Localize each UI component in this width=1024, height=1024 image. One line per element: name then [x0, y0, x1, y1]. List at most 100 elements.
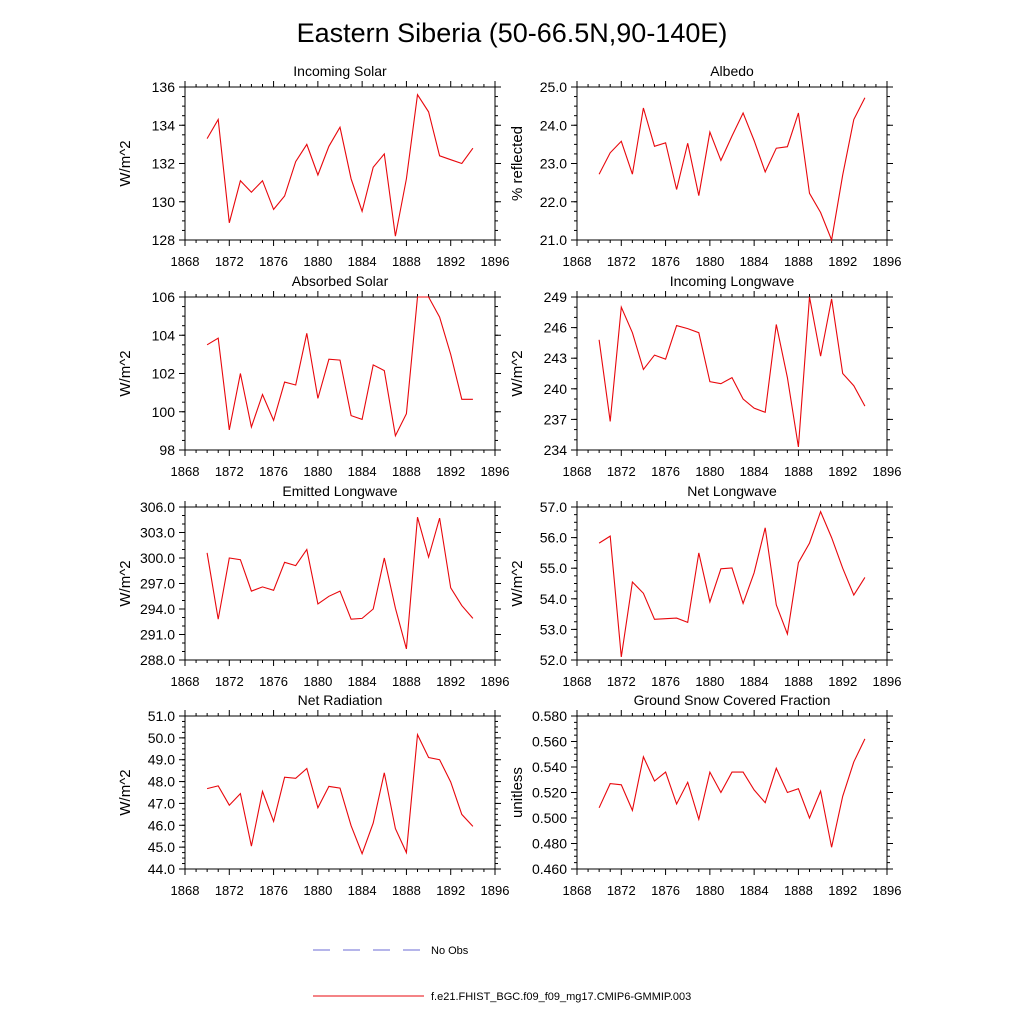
x-tick-label: 1880	[695, 254, 724, 269]
plot-frame	[184, 296, 496, 451]
y-axis-label: W/m^2	[117, 350, 134, 396]
x-tick-label: 1872	[215, 674, 244, 689]
y-axis-label: unitless	[509, 767, 526, 818]
y-tick-label: 51.0	[148, 708, 175, 724]
x-tick-label: 1880	[303, 254, 332, 269]
x-tick-label: 1876	[651, 254, 680, 269]
y-tick-label: 52.0	[540, 652, 567, 668]
x-tick-label: 1880	[303, 883, 332, 898]
x-tick-label: 1892	[436, 254, 465, 269]
x-tick-label: 1888	[392, 674, 421, 689]
x-tick-label: 1888	[392, 254, 421, 269]
panel-title: Absorbed Solar	[292, 273, 389, 289]
x-tick-label: 1888	[392, 883, 421, 898]
y-tick-label: 24.0	[540, 117, 567, 133]
panel-title: Incoming Longwave	[670, 273, 795, 289]
x-tick-label: 1896	[873, 464, 902, 479]
panel-net-radiation: 1868 1872 1876 1880 1884 1888 1892 1896 44.0 45.0…	[117, 692, 509, 898]
x-tick-label: 1896	[481, 254, 510, 269]
y-axis-label: W/m^2	[117, 140, 134, 186]
y-tick-label: 47.0	[148, 795, 175, 811]
x-tick-label: 1868	[563, 254, 592, 269]
panel-title: Net Longwave	[687, 483, 777, 499]
x-tick-label: 1876	[259, 674, 288, 689]
plot-frame	[184, 86, 496, 241]
y-tick-label: 297.0	[140, 576, 175, 592]
x-tick-label: 1896	[873, 674, 902, 689]
y-tick-label: 243	[544, 350, 568, 366]
x-tick-label: 1884	[348, 883, 377, 898]
x-tick-label: 1876	[651, 464, 680, 479]
x-tick-label: 1892	[436, 674, 465, 689]
x-tick-label: 1868	[171, 254, 200, 269]
y-tick-label: 303.0	[140, 525, 175, 541]
x-tick-label: 1888	[784, 254, 813, 269]
y-tick-label: 106	[152, 289, 176, 305]
series-line	[598, 510, 866, 657]
figure-title: Eastern Siberia (50-66.5N,90-140E)	[297, 18, 728, 48]
y-tick-label: 300.0	[140, 550, 175, 566]
y-tick-label: 0.500	[532, 810, 567, 826]
y-tick-label: 0.580	[532, 708, 567, 724]
x-tick-label: 1892	[828, 464, 857, 479]
x-tick-label: 1876	[259, 464, 288, 479]
series-line	[206, 296, 473, 438]
y-axis-label: W/m^2	[117, 560, 134, 606]
x-tick-label: 1868	[171, 883, 200, 898]
y-tick-label: 0.480	[532, 836, 567, 852]
y-tick-label: 46.0	[148, 817, 175, 833]
series-line	[206, 93, 474, 237]
y-tick-label: 25.0	[540, 79, 567, 95]
y-tick-label: 49.0	[148, 752, 175, 768]
x-tick-label: 1896	[481, 883, 510, 898]
legend: No Obs f.e21.FHIST_BGC.f09_f09_mg17.CMIP…	[313, 945, 691, 1003]
y-tick-label: 56.0	[540, 530, 567, 546]
x-tick-label: 1872	[215, 883, 244, 898]
series-line	[598, 97, 866, 243]
x-tick-label: 1888	[784, 883, 813, 898]
plot-frame	[576, 715, 888, 870]
x-tick-label: 1884	[348, 254, 377, 269]
x-tick-label: 1872	[607, 254, 636, 269]
y-axis-label: % reflected	[509, 126, 526, 201]
panel-title: Emitted Longwave	[282, 483, 397, 499]
x-tick-label: 1892	[828, 883, 857, 898]
plot-frame	[184, 506, 496, 661]
y-tick-label: 0.540	[532, 759, 567, 775]
x-tick-label: 1876	[651, 883, 680, 898]
x-tick-label: 1884	[348, 674, 377, 689]
x-tick-label: 1892	[828, 674, 857, 689]
y-tick-label: 48.0	[148, 774, 175, 790]
panel-albedo: 1868 1872 1876 1880 1884 1888 1892 1896 21.0 22.0…	[509, 63, 901, 269]
x-tick-label: 1884	[348, 464, 377, 479]
x-tick-label: 1872	[607, 674, 636, 689]
x-tick-label: 1880	[695, 674, 724, 689]
x-tick-label: 1876	[259, 254, 288, 269]
x-tick-label: 1888	[784, 674, 813, 689]
x-tick-label: 1884	[740, 464, 769, 479]
x-tick-label: 1892	[828, 254, 857, 269]
y-tick-label: 240	[544, 381, 568, 397]
x-tick-label: 1884	[740, 674, 769, 689]
y-tick-label: 128	[152, 232, 176, 248]
x-tick-label: 1896	[481, 464, 510, 479]
x-tick-label: 1868	[563, 464, 592, 479]
x-tick-label: 1888	[784, 464, 813, 479]
y-tick-label: 246	[544, 320, 568, 336]
series-line	[206, 517, 474, 650]
y-tick-label: 249	[544, 289, 568, 305]
x-tick-label: 1880	[695, 464, 724, 479]
x-tick-label: 1880	[303, 674, 332, 689]
x-tick-label: 1872	[607, 464, 636, 479]
y-tick-label: 98	[159, 442, 175, 458]
y-tick-label: 45.0	[148, 839, 175, 855]
panel-title: Net Radiation	[298, 692, 383, 708]
x-tick-label: 1868	[563, 883, 592, 898]
y-tick-label: 0.460	[532, 861, 567, 877]
y-tick-label: 306.0	[140, 499, 175, 515]
y-tick-label: 23.0	[540, 156, 567, 172]
y-tick-label: 130	[152, 194, 176, 210]
x-tick-label: 1880	[695, 883, 724, 898]
y-axis-label: W/m^2	[117, 769, 134, 815]
